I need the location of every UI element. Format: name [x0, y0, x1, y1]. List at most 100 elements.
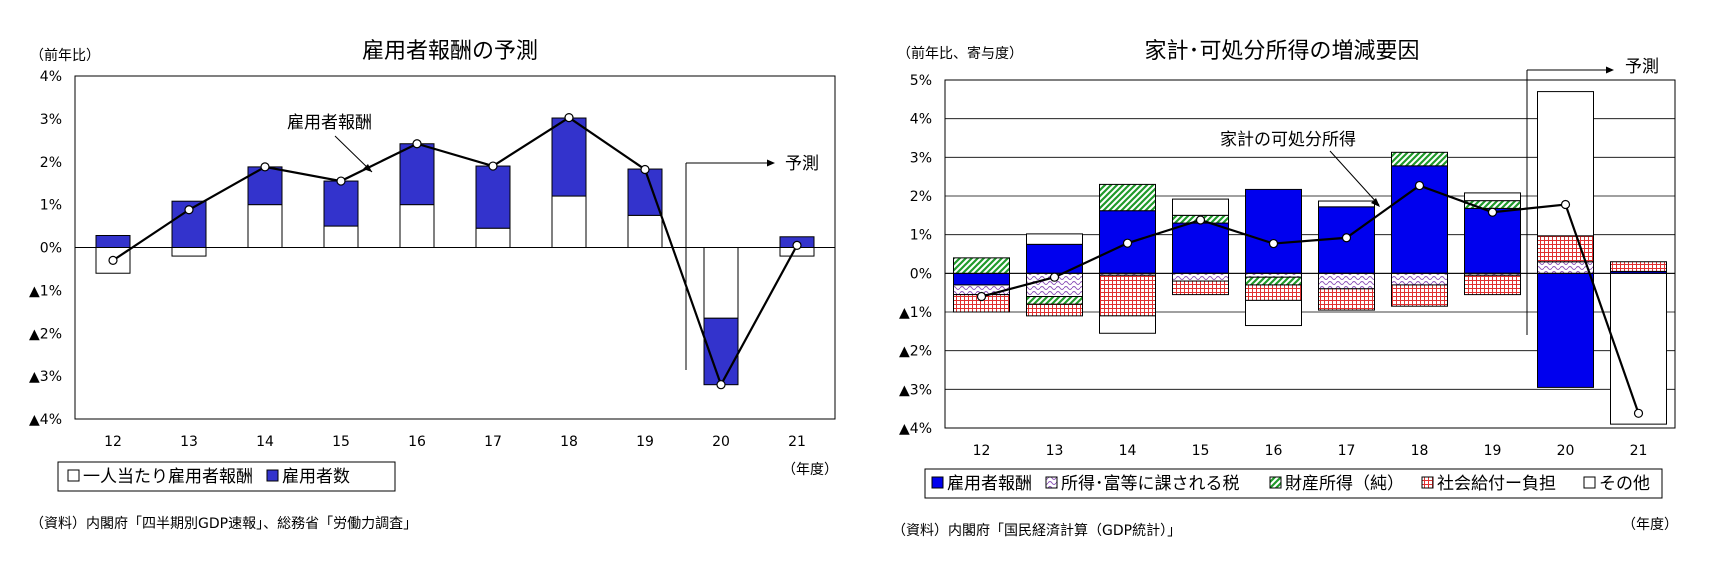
- chart2-legend-label-tax: 所得･富等に課される税: [1061, 474, 1240, 494]
- chart2-y-tick-label: ▲1%: [899, 305, 932, 321]
- chart1-x-tick-label: 15: [332, 434, 350, 450]
- chart2-y-axis: 5% 4% 3% 2% 1% 0% ▲1% ▲2% ▲3% ▲4%: [899, 73, 932, 437]
- chart2-bar-17-s4: [1318, 200, 1375, 208]
- chart1-bar-17-s1: [475, 165, 511, 229]
- chart1-x-tick-label: 19: [636, 434, 654, 450]
- chart1-legend-swatch-per-capita: [67, 469, 80, 482]
- chart2-x-tick-label: 19: [1484, 443, 1502, 459]
- chart2-y-tick-label: 4%: [910, 112, 932, 128]
- chart1-bar-13-s0: [171, 247, 207, 257]
- chart1-x-unit: （年度）: [782, 462, 838, 478]
- chart1-line-point-14: [260, 162, 270, 172]
- chart2-bar-19-s3: [1464, 274, 1521, 296]
- chart2-y-tick-label: ▲2%: [899, 344, 932, 360]
- chart2-line-label-arrowhead: [1371, 198, 1380, 207]
- chart2-bar-14-s2: [1099, 183, 1156, 212]
- chart2-line-series: [976, 180, 1644, 418]
- chart2-legend-label-social: 社会給付ー負担: [1437, 474, 1556, 494]
- chart2-y-tick-label: 1%: [910, 228, 932, 244]
- chart2-bar-17-s1: [1318, 272, 1375, 290]
- chart2-x-axis: 12 13 14 15 16 17 18 19 20 21: [973, 443, 1648, 459]
- chart1-source: （資料）内閣府「四半期別GDP速報」、総務省「労働力調査」: [30, 516, 417, 532]
- chart1-y-tick-label: ▲3%: [29, 369, 62, 385]
- chart1-line-point-18: [564, 112, 574, 123]
- chart2-x-tick-label: 13: [1046, 443, 1064, 459]
- chart1-y-axis: 4% 3% 2% 1% 0% ▲1% ▲2% ▲3% ▲4%: [29, 69, 62, 428]
- chart2-line-point-18: [1414, 180, 1425, 191]
- chart2-x-tick-label: 14: [1119, 443, 1137, 459]
- chart2-x-tick-label: 20: [1557, 443, 1575, 459]
- chart2-line-label-leader: [1329, 150, 1380, 206]
- chart1-y-tick-label: ▲2%: [29, 326, 62, 342]
- chart1-line-point-20: [716, 380, 726, 390]
- chart1-line-label: 雇用者報酬: [287, 113, 372, 133]
- chart2-line-point-15: [1195, 215, 1206, 225]
- chart1-line-point-12: [108, 255, 118, 265]
- chart2-line-point-21: [1633, 408, 1644, 418]
- chart2-bar-13-s2: [1026, 296, 1083, 305]
- chart1-x-tick-label: 14: [256, 434, 274, 450]
- chart1-y-tick-label: 2%: [40, 155, 62, 171]
- chart2-line-point-14: [1122, 238, 1133, 248]
- chart1-forecast-marker: [685, 159, 775, 370]
- chart2-bar-15-s3: [1172, 280, 1229, 296]
- chart2-legend-label-compensation: 雇用者報酬: [947, 474, 1032, 494]
- chart2-title: 家計･可処分所得の増減要因: [1144, 39, 1419, 64]
- chart1-legend: 一人当たり雇用者報酬 雇用者数: [57, 461, 396, 492]
- chart1-title: 雇用者報酬の予測: [362, 39, 538, 64]
- chart2-bar-13-s4: [1026, 233, 1083, 245]
- chart2-bar-19-s4: [1464, 192, 1521, 202]
- chart1-bar-15-s1: [323, 180, 359, 227]
- chart1-bars: [95, 117, 815, 386]
- chart2-line-point-16: [1268, 238, 1279, 249]
- chart1-bar-19-s0: [627, 214, 663, 248]
- chart1-line-series: [108, 112, 802, 390]
- chart2-x-unit: （年度）: [1622, 517, 1678, 533]
- chart1-y-tick-label: 1%: [40, 198, 62, 214]
- chart2-unit-label: （前年比、寄与度）: [897, 45, 1023, 62]
- chart1-bar-18-s1: [551, 117, 587, 197]
- chart1-legend-label-per-capita: 一人当たり雇用者報酬: [83, 467, 253, 487]
- chart2-bar-18-s1: [1391, 272, 1448, 286]
- chart-employee-compensation: 雇用者報酬の予測 （前年比） 4% 3% 2% 1% 0% ▲1% ▲2% ▲3% ▲4% 12…: [29, 39, 838, 532]
- chart2-y-tick-label: 0%: [910, 266, 932, 282]
- chart2-line-label: 家計の可処分所得: [1220, 130, 1356, 150]
- chart2-source: （資料）内閣府「国民経済計算（GDP統計）」: [892, 523, 1181, 539]
- chart2-line-path: [981, 184, 1640, 414]
- chart1-y-tick-label: 4%: [40, 69, 62, 85]
- chart2-line-point-12: [976, 291, 987, 302]
- chart2-legend-swatch-other: [1583, 476, 1596, 489]
- chart1-unit-label: （前年比）: [30, 47, 100, 64]
- chart1-x-tick-label: 16: [408, 434, 426, 450]
- chart2-bar-12-s0: [953, 272, 1010, 286]
- chart1-bar-12-s1: [95, 234, 131, 248]
- chart1-x-tick-label: 12: [104, 434, 122, 450]
- chart1-legend-label-employees: 雇用者数: [282, 467, 350, 487]
- chart-household-disposable-income: 家計･可処分所得の増減要因 （前年比、寄与度） 5% 4% 3% 2% 1% 0% ▲1% ▲…: [892, 39, 1678, 539]
- chart2-bar-14-s3: [1099, 274, 1156, 317]
- chart1-bar-20-s0: [703, 247, 739, 319]
- chart2-line-point-17: [1341, 233, 1352, 243]
- chart1-bar-17-s0: [475, 227, 511, 249]
- chart2-legend-swatch-compensation: [931, 476, 944, 489]
- chart2-bar-15-s1: [1172, 272, 1229, 282]
- chart1-line-label-arrowhead: [363, 164, 372, 172]
- chart2-line-point-20: [1560, 199, 1571, 210]
- chart1-y-tick-label: 3%: [40, 112, 62, 128]
- chart1-x-tick-label: 20: [712, 434, 730, 450]
- chart2-bar-13-s3: [1026, 303, 1083, 317]
- chart1-line-point-17: [488, 161, 498, 171]
- chart2-x-tick-label: 21: [1630, 443, 1648, 459]
- chart2-y-tick-label: 2%: [910, 189, 932, 205]
- chart1-y-tick-label: ▲4%: [29, 412, 62, 428]
- chart2-forecast-label: 予測: [1625, 57, 1659, 77]
- chart1-y-tick-label: ▲1%: [29, 283, 62, 299]
- chart2-x-tick-label: 12: [973, 443, 991, 459]
- chart2-bar-12-s2: [953, 257, 1010, 274]
- chart1-bar-16-s0: [399, 204, 435, 248]
- chart2-x-tick-label: 18: [1411, 443, 1429, 459]
- chart2-bar-20-s0: [1537, 272, 1594, 388]
- chart1-x-tick-label: 18: [560, 434, 578, 450]
- chart2-legend-swatch-tax: [1045, 476, 1058, 489]
